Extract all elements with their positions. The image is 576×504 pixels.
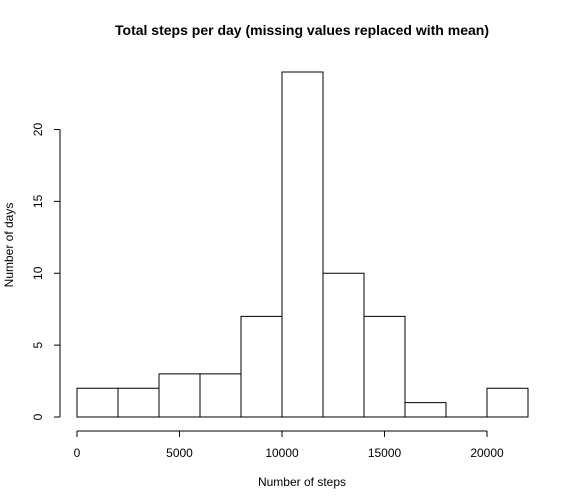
y-tick-label: 0 — [31, 413, 45, 420]
x-tick-label: 15000 — [368, 446, 402, 460]
x-tick-label: 10000 — [265, 446, 299, 460]
histogram-bar — [486, 387, 529, 418]
y-axis: 0 5 10 15 20 — [31, 123, 61, 420]
y-axis-label: Number of days — [2, 203, 16, 288]
histogram-bar — [158, 373, 201, 418]
histogram-bar — [240, 315, 283, 418]
x-tick-label: 5000 — [166, 446, 193, 460]
histogram-bar — [322, 272, 365, 418]
histogram-bar — [76, 387, 119, 418]
histogram-bar — [363, 315, 406, 418]
histogram-bar — [117, 387, 160, 418]
x-tick-label: 0 — [74, 446, 81, 460]
y-tick-label: 5 — [31, 341, 45, 348]
x-axis-label: Number of steps — [258, 475, 346, 489]
histogram-bar — [281, 71, 324, 418]
y-tick-label: 15 — [31, 194, 45, 208]
x-axis: 0 5000 10000 15000 20000 — [74, 430, 504, 460]
y-tick-label: 20 — [31, 123, 45, 137]
bars-group — [76, 71, 529, 418]
chart-title: Total steps per day (missing values repl… — [115, 22, 489, 38]
y-tick-label: 10 — [31, 266, 45, 280]
histogram-bar — [404, 402, 447, 418]
histogram-bar — [199, 373, 242, 418]
x-tick-label: 20000 — [470, 446, 504, 460]
